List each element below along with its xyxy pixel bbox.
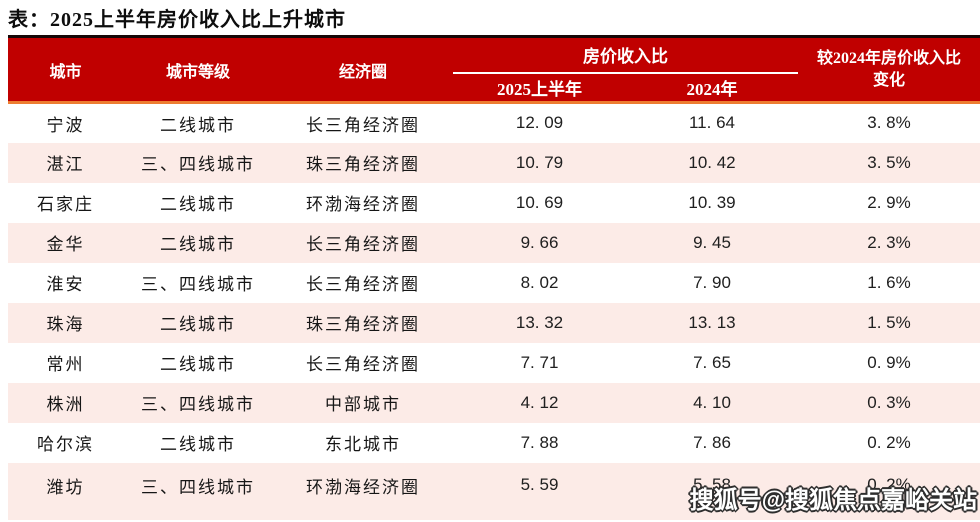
cell-ratio-2025h1: 8. 02 — [520, 272, 559, 292]
cell-city: 淮安 — [46, 275, 85, 294]
price-income-table: 城市 城市等级 经济圈 房价收入比 较2024年房价收入比变化 2025上半年 … — [8, 35, 980, 520]
cell-city: 宁波 — [46, 115, 85, 135]
table-row: 潍坊 三、四线城市 环渤海经济圈 5. 59 5. 58 0. 2% — [8, 462, 980, 520]
cell-city: 湛江 — [46, 155, 85, 174]
table-row: 湛江 三、四线城市 珠三角经济圈 10. 79 10. 42 3. 5% — [8, 142, 980, 183]
cell-zone: 中部城市 — [325, 395, 401, 414]
data-table: 城市 城市等级 经济圈 房价收入比 较2024年房价收入比变化 2025上半年 … — [8, 35, 980, 520]
table-row: 株洲 三、四线城市 中部城市 4. 12 4. 10 0. 3% — [8, 382, 980, 423]
cell-tier: 二线城市 — [160, 355, 236, 374]
cell-ratio-2024: 7. 65 — [693, 352, 731, 372]
cell-change: 2. 9% — [867, 192, 911, 212]
header-ratio-group: 房价收入比 — [453, 36, 798, 74]
cell-change: 0. 2% — [867, 432, 911, 452]
cell-zone: 珠三角经济圈 — [306, 315, 420, 334]
cell-ratio-2025h1: 13. 32 — [515, 312, 564, 332]
cell-ratio-2024: 13. 13 — [688, 312, 736, 332]
cell-tier: 二线城市 — [160, 195, 236, 214]
table-header: 城市 城市等级 经济圈 房价收入比 较2024年房价收入比变化 2025上半年 … — [8, 36, 980, 104]
cell-city: 潍坊 — [46, 477, 85, 497]
cell-tier: 二线城市 — [160, 115, 236, 135]
cell-change: 3. 5% — [867, 152, 911, 172]
cell-ratio-2025h1: 7. 71 — [520, 352, 559, 372]
cell-ratio-2024: 11. 64 — [688, 113, 735, 133]
cell-zone: 东北城市 — [325, 435, 401, 454]
cell-ratio-2024: 7. 90 — [693, 272, 731, 292]
cell-zone: 环渤海经济圈 — [306, 195, 420, 214]
cell-ratio-2025h1: 4. 12 — [520, 392, 559, 412]
cell-tier: 二线城市 — [160, 435, 236, 454]
cell-city: 珠海 — [46, 315, 85, 334]
cell-zone: 珠三角经济圈 — [306, 155, 420, 174]
cell-ratio-2025h1: 9. 66 — [520, 232, 559, 252]
header-city-tier: 城市等级 — [123, 36, 273, 104]
cell-change: 1. 5% — [867, 312, 911, 332]
cell-change: 0. 2% — [867, 475, 911, 494]
header-change-vs-2024: 较2024年房价收入比变化 — [798, 36, 980, 104]
cell-tier: 二线城市 — [160, 315, 236, 334]
cell-city: 常州 — [46, 355, 85, 374]
cell-ratio-2024: 10. 39 — [688, 192, 736, 212]
cell-city: 株洲 — [46, 395, 85, 414]
cell-ratio-2025h1: 10. 69 — [515, 192, 564, 212]
cell-ratio-2024: 9. 45 — [693, 232, 731, 252]
page-title: 表：2025上半年房价收入比上升城市 — [8, 9, 346, 31]
cell-tier: 三、四线城市 — [141, 275, 255, 294]
cell-ratio-2025h1: 12. 09 — [515, 113, 564, 133]
cell-zone: 环渤海经济圈 — [306, 477, 420, 497]
cell-ratio-2024: 7. 86 — [693, 432, 731, 452]
cell-zone: 长三角经济圈 — [306, 115, 420, 135]
cell-ratio-2025h1: 7. 88 — [520, 432, 559, 452]
sohu-watermark: 搜狐号@搜狐焦点嘉峪关站 — [689, 487, 977, 514]
cell-ratio-2024: 10. 42 — [688, 152, 736, 172]
header-2025h1: 2025上半年 — [453, 72, 626, 104]
table-body: 宁波 二线城市 长三角经济圈 12. 09 11. 64 3. 8% 湛江 三、… — [8, 102, 980, 520]
cell-zone: 长三角经济圈 — [306, 275, 420, 294]
cell-city: 石家庄 — [37, 195, 94, 214]
cell-change: 1. 6% — [867, 272, 911, 292]
cell-ratio-2025h1: 10. 79 — [515, 152, 564, 172]
cell-tier: 二线城市 — [160, 235, 236, 254]
cell-change: 2. 3% — [867, 232, 911, 252]
cell-ratio-2024: 5. 58 — [693, 475, 731, 494]
cell-tier: 三、四线城市 — [141, 395, 255, 414]
table-row: 珠海 二线城市 珠三角经济圈 13. 32 13. 13 1. 5% — [8, 302, 980, 343]
cell-ratio-2024: 4. 10 — [693, 392, 731, 412]
cell-tier: 三、四线城市 — [141, 477, 255, 497]
cell-change: 0. 9% — [867, 352, 911, 372]
header-economic-zone: 经济圈 — [273, 36, 453, 104]
cell-tier: 三、四线城市 — [141, 155, 255, 174]
cell-zone: 长三角经济圈 — [306, 235, 420, 254]
table-row: 哈尔滨 二线城市 东北城市 7. 88 7. 86 0. 2% — [8, 422, 980, 463]
table-row: 淮安 三、四线城市 长三角经济圈 8. 02 7. 90 1. 6% — [8, 262, 980, 303]
cell-zone: 长三角经济圈 — [306, 355, 420, 374]
table-row: 常州 二线城市 长三角经济圈 7. 71 7. 65 0. 9% — [8, 342, 980, 383]
table-row: 石家庄 二线城市 环渤海经济圈 10. 69 10. 39 2. 9% — [8, 182, 980, 223]
table-row: 金华 二线城市 长三角经济圈 9. 66 9. 45 2. 3% — [8, 222, 980, 263]
cell-ratio-2025h1: 5. 59 — [520, 475, 559, 494]
header-city: 城市 — [8, 36, 123, 104]
header-2024: 2024年 — [626, 72, 798, 104]
cell-change: 3. 8% — [867, 113, 911, 133]
cell-city: 金华 — [46, 235, 85, 254]
table-row: 宁波 二线城市 长三角经济圈 12. 09 11. 64 3. 8% — [8, 102, 980, 143]
cell-city: 哈尔滨 — [37, 435, 94, 454]
cell-change: 0. 3% — [867, 392, 911, 412]
